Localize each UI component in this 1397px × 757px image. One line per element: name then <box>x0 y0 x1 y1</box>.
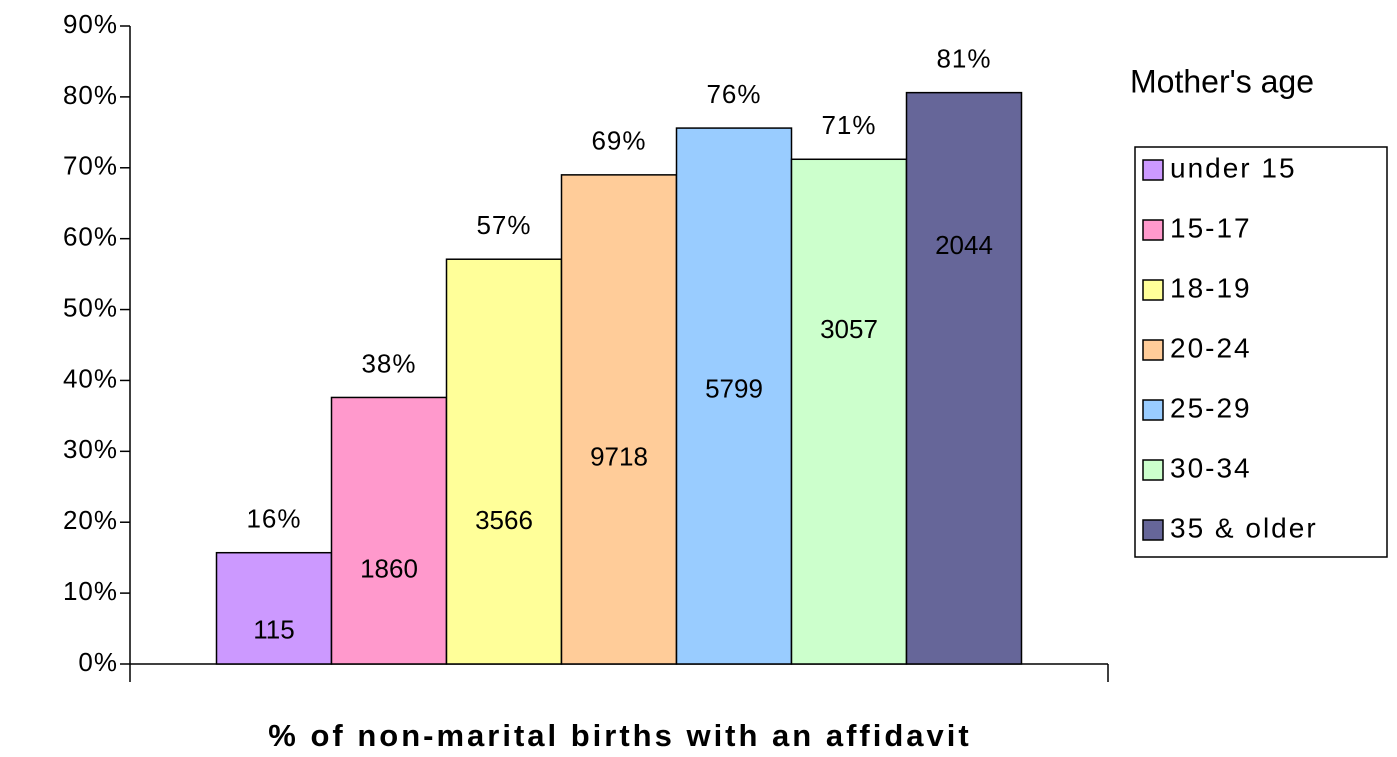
count-label: 5799 <box>705 374 763 404</box>
legend-label: 30-34 <box>1170 452 1252 483</box>
value-label: 81% <box>936 44 991 74</box>
y-tick-label: 60% <box>63 222 118 252</box>
legend-swatch <box>1142 519 1164 541</box>
legend-swatch <box>1142 219 1164 241</box>
y-tick-label: 40% <box>63 363 118 393</box>
count-label: 2044 <box>935 230 993 260</box>
y-tick-label: 90% <box>63 9 118 39</box>
count-label: 3057 <box>820 314 878 344</box>
bar <box>445 258 563 665</box>
bar <box>790 158 908 665</box>
y-tick-label: 70% <box>63 151 118 181</box>
y-tick-label: 50% <box>63 292 118 322</box>
count-label: 1860 <box>360 554 418 584</box>
value-label: 16% <box>246 504 301 534</box>
bar <box>905 91 1023 665</box>
legend-swatch <box>1142 399 1164 421</box>
bar <box>215 551 333 665</box>
legend-title: Mother's age <box>1130 63 1314 99</box>
count-label: 3566 <box>475 505 533 535</box>
legend-label: 35 & older <box>1170 512 1318 543</box>
value-label: 57% <box>476 210 531 240</box>
bar <box>330 396 448 665</box>
value-label: 69% <box>591 126 646 156</box>
legend-swatch <box>1142 339 1164 361</box>
count-label: 9718 <box>590 441 648 471</box>
legend-label: 15-17 <box>1170 212 1252 243</box>
legend-label: 18-19 <box>1170 272 1252 303</box>
y-tick-label: 80% <box>63 80 118 110</box>
y-tick-label: 20% <box>63 505 118 535</box>
legend-label: 20-24 <box>1170 332 1252 363</box>
y-tick-label: 30% <box>63 434 118 464</box>
value-label: 71% <box>821 110 876 140</box>
y-tick-label: 10% <box>63 576 118 606</box>
legend-box <box>1134 146 1388 558</box>
legend-swatch <box>1142 159 1164 181</box>
legend-swatch <box>1142 279 1164 301</box>
count-label: 115 <box>253 615 294 645</box>
bar <box>675 127 793 665</box>
legend-label: under 15 <box>1170 152 1297 183</box>
y-tick-label: 0% <box>78 647 118 677</box>
x-axis-title: % of non-marital births with an affidavi… <box>268 718 971 753</box>
legend-label: 25-29 <box>1170 392 1252 423</box>
legend-swatch <box>1142 459 1164 481</box>
bar <box>560 174 678 665</box>
value-label: 76% <box>706 79 761 109</box>
value-label: 38% <box>361 348 416 378</box>
